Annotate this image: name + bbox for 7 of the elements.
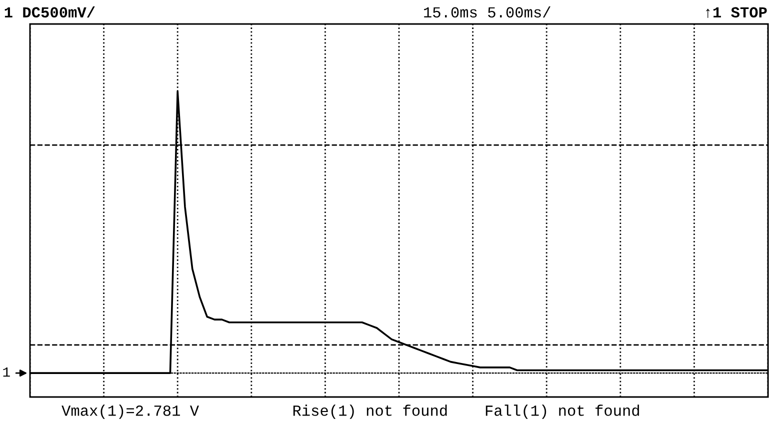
text: Vmax(1)=2.781 V — [62, 404, 199, 419]
text: ↑1 STOP — [706, 7, 767, 18]
text: 1 — [3, 368, 10, 377]
text: 15.0ms 5.00ms/ — [424, 6, 550, 18]
text: 1 DC500mV/ — [4, 6, 95, 18]
text: Rise(1) not found — [293, 404, 447, 419]
text: Fall(1) not found — [486, 404, 639, 419]
